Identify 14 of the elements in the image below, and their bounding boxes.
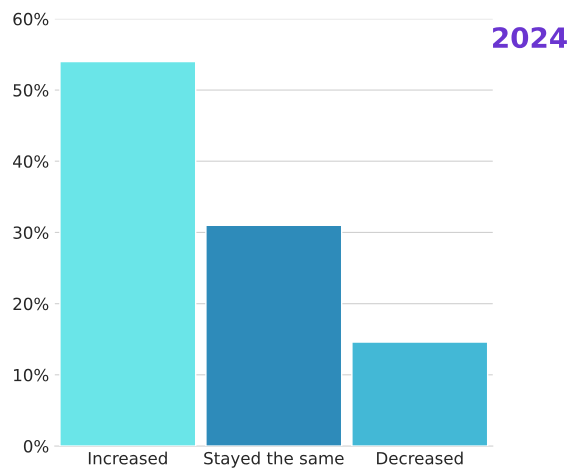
y-tick-label: 20%	[13, 298, 48, 310]
bar	[205, 224, 342, 446]
text: 2024	[493, 27, 567, 48]
x-tick-label: Stayed the same	[204, 452, 344, 468]
y-tick-label: 60%	[13, 12, 48, 26]
bar	[59, 60, 196, 446]
y-tick-label: 30%	[13, 226, 48, 240]
x-tick-label: Decreased	[377, 452, 463, 464]
y-tick-label: 10%	[14, 368, 48, 382]
y-tick-label: 0%	[24, 440, 48, 453]
x-tick-label: Increased	[88, 452, 167, 464]
bar	[351, 341, 488, 446]
y-tick-label: 40%	[13, 155, 48, 168]
y-tick-label: 50%	[14, 84, 48, 97]
